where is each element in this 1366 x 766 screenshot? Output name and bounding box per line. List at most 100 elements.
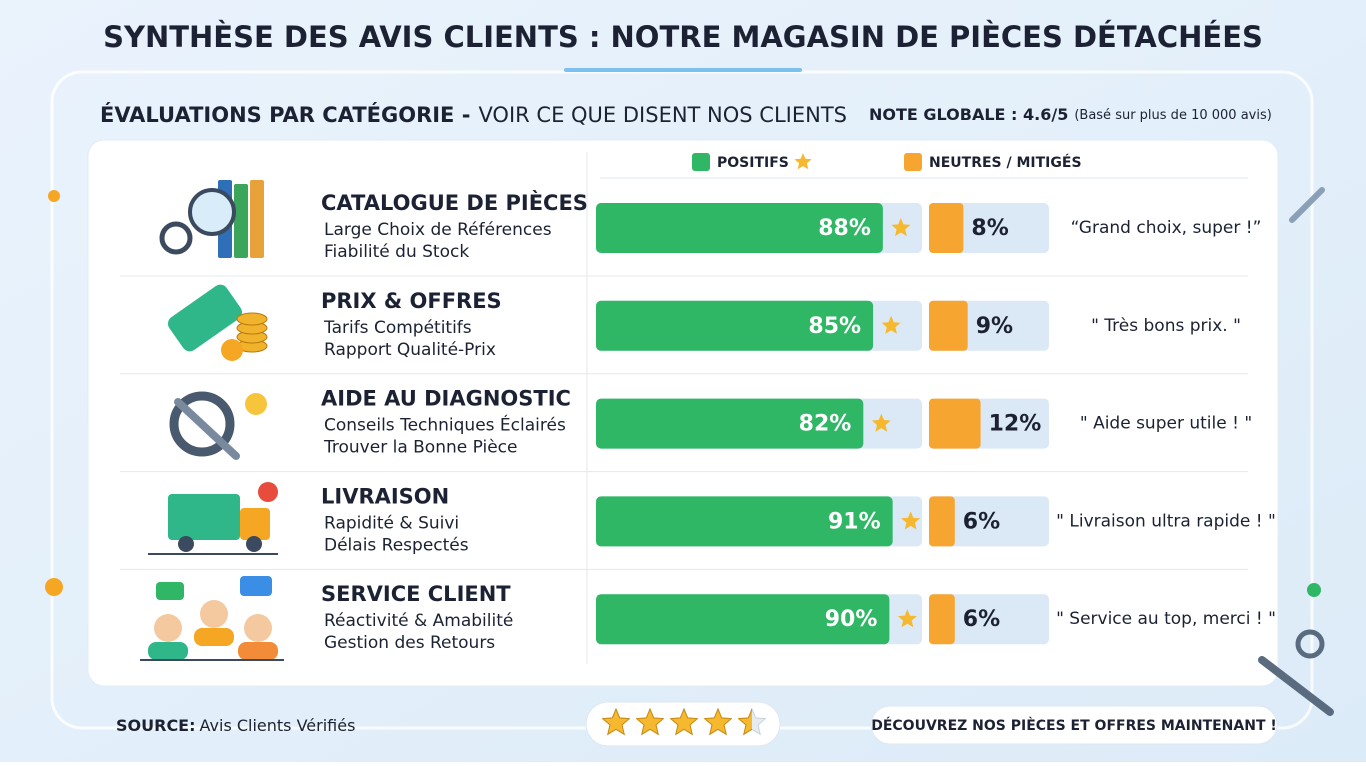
decor-gear xyxy=(1295,629,1325,659)
icon-part xyxy=(169,391,235,457)
title-underline xyxy=(564,68,802,72)
positive-label: 88% xyxy=(818,216,871,241)
category-detail: Large Choix de Références xyxy=(324,220,552,240)
category-icon xyxy=(140,576,284,661)
legend-swatch xyxy=(692,153,710,171)
neutral-track xyxy=(929,496,1049,547)
icon-part xyxy=(156,582,184,600)
icon-part xyxy=(188,188,236,236)
category-detail: Rapidité & Suivi xyxy=(324,513,459,533)
icon-part xyxy=(148,642,188,660)
neutral-label: 9% xyxy=(976,314,1013,339)
neutral-bar xyxy=(929,398,981,449)
category-title: CATALOGUE DE PIÈCES xyxy=(321,190,588,215)
positive-bar xyxy=(596,594,890,645)
bar-star xyxy=(871,413,891,432)
quote: " Aide super utile ! " xyxy=(1080,414,1252,434)
icon-part xyxy=(234,184,248,258)
positive-label: 90% xyxy=(825,607,878,632)
decor-dot xyxy=(1307,583,1321,597)
bar-star xyxy=(901,511,921,530)
legend-swatch xyxy=(904,153,922,171)
category-detail: Rapport Qualité-Prix xyxy=(324,340,496,360)
category-row: SERVICE CLIENT Réactivité & AmabilitéGest… xyxy=(140,576,1276,661)
icon-part xyxy=(154,614,182,642)
icon-part xyxy=(194,628,234,646)
category-detail: Réactivité & Amabilité xyxy=(324,611,513,631)
quote: " Très bons prix. " xyxy=(1091,316,1241,336)
positive-bar xyxy=(596,300,874,351)
source-text: Avis Clients Vérifiés xyxy=(200,716,356,735)
category-title: LIVRAISON xyxy=(321,484,449,508)
neutral-bar xyxy=(929,300,968,351)
icon-part xyxy=(159,221,193,255)
icon-part xyxy=(250,180,264,258)
category-detail: Tarifs Compétitifs xyxy=(323,318,472,338)
category-detail: Trouver la Bonne Pièce xyxy=(323,438,517,458)
category-title: PRIX & OFFRES xyxy=(321,289,502,313)
neutral-label: 6% xyxy=(963,509,1000,534)
bar-star xyxy=(891,218,911,237)
category-title: AIDE AU DIAGNOSTIC xyxy=(321,387,571,411)
cta-button[interactable] xyxy=(870,705,1278,745)
positive-bar xyxy=(596,398,864,449)
icon-part xyxy=(178,536,194,552)
neutral-label: 8% xyxy=(971,216,1008,241)
neutral-label: 6% xyxy=(963,607,1000,632)
star-filled xyxy=(704,707,732,736)
positive-bar xyxy=(596,203,883,253)
icon-part xyxy=(245,393,267,415)
icon-part xyxy=(174,398,240,460)
decor-dot xyxy=(48,190,60,202)
star-filled xyxy=(636,707,664,736)
icon-part xyxy=(258,482,278,502)
icon-part xyxy=(221,339,243,361)
category-detail: Délais Respectés xyxy=(324,535,469,555)
overall-rating: NOTE GLOBALE : 4.6/5 (Basé sur plus de 10… xyxy=(869,105,1272,124)
neutral-track xyxy=(929,594,1049,645)
category-row: CATALOGUE DE PIÈCES Large Choix de Référe… xyxy=(120,180,1262,277)
neutral-bar xyxy=(929,203,964,253)
bar-star xyxy=(881,315,901,334)
neutral-bar xyxy=(929,594,955,645)
star-filled xyxy=(670,707,698,736)
decor-dot xyxy=(45,578,63,596)
category-icon xyxy=(148,482,278,555)
category-icon xyxy=(167,284,268,361)
icon-part xyxy=(167,284,243,352)
overall-label: NOTE GLOBALE : 4.6/5 xyxy=(869,105,1068,124)
subtitle-bold: ÉVALUATIONS PAR CATÉGORIE - xyxy=(100,102,470,127)
neutral-label: 12% xyxy=(989,412,1042,437)
decor-wrench xyxy=(1258,656,1334,716)
quote: “Grand choix, super !” xyxy=(1071,218,1262,238)
bar-star xyxy=(897,609,917,628)
category-icon xyxy=(169,391,267,460)
icon-part xyxy=(168,494,240,540)
neutral-bar xyxy=(929,496,955,547)
icon-part xyxy=(246,536,262,552)
category-title: SERVICE CLIENT xyxy=(321,582,511,606)
subtitle-rest: VOIR CE QUE DISENT NOS CLIENTS xyxy=(478,103,847,127)
category-row: AIDE AU DIAGNOSTIC Conseils Techniques Éc… xyxy=(120,387,1252,473)
star-filled xyxy=(602,707,630,736)
star-filled xyxy=(738,707,752,736)
legend-label: NEUTRES / MITIGÉS xyxy=(929,154,1082,171)
category-detail: Fiabilité du Stock xyxy=(324,242,469,262)
legend-label: POSITIFS xyxy=(717,155,789,171)
overall-note: (Basé sur plus de 10 000 avis) xyxy=(1074,108,1271,123)
icon-part xyxy=(200,600,228,628)
category-icon xyxy=(159,180,264,258)
positive-label: 82% xyxy=(799,412,852,437)
icon-part xyxy=(240,576,272,596)
rating-stars xyxy=(601,707,767,736)
cta-text[interactable]: DÉCOUVREZ NOS PIÈCES ET OFFRES MAINTENAN… xyxy=(871,717,1277,734)
source-label: SOURCE: xyxy=(116,716,196,735)
quote: " Service au top, merci ! " xyxy=(1056,609,1276,629)
icon-part xyxy=(238,642,278,660)
category-detail: Conseils Techniques Éclairés xyxy=(324,414,566,436)
positive-bar xyxy=(596,496,893,547)
rows: POSITIFS NEUTRES / MITIGÉS CATALOGUE DE PI… xyxy=(120,153,1276,661)
